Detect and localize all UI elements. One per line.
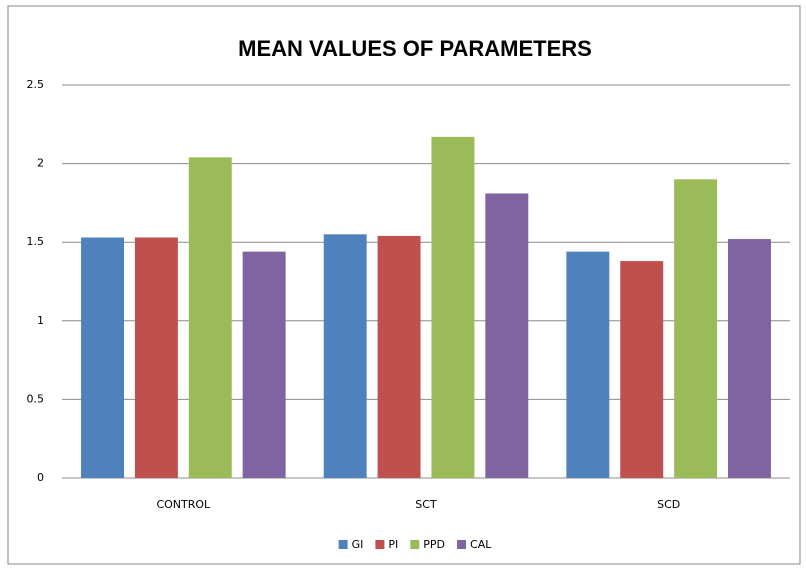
legend-swatch (457, 540, 467, 549)
y-tick-label: 1.5 (27, 235, 45, 248)
bar (134, 237, 178, 478)
x-tick-label: SCT (415, 498, 437, 511)
legend-label: CAL (470, 538, 492, 551)
legend-swatch (338, 540, 348, 549)
legend-label: GI (352, 538, 364, 551)
bar (674, 179, 718, 478)
y-tick-label: 2 (37, 157, 44, 170)
bar (431, 136, 475, 478)
y-tick-label: 2.5 (27, 78, 45, 91)
bar (188, 157, 232, 478)
x-tick-label: SCD (657, 498, 680, 511)
bar (727, 239, 771, 478)
legend-swatch (375, 540, 385, 549)
y-tick-label: 1 (37, 314, 44, 327)
bar (620, 261, 664, 478)
y-tick-label: 0 (37, 471, 44, 484)
bar (485, 193, 529, 478)
bar (323, 234, 367, 478)
bar (81, 237, 125, 478)
legend-label: PI (388, 538, 398, 551)
bar (377, 235, 421, 478)
y-tick-label: 0.5 (27, 392, 45, 405)
x-tick-label: CONTROL (156, 498, 211, 511)
legend-swatch (410, 540, 420, 549)
legend-label: PPD (423, 538, 445, 551)
bar (566, 251, 610, 478)
bar (242, 251, 286, 478)
chart-title: MEAN VALUES OF PARAMETERS (238, 36, 592, 61)
